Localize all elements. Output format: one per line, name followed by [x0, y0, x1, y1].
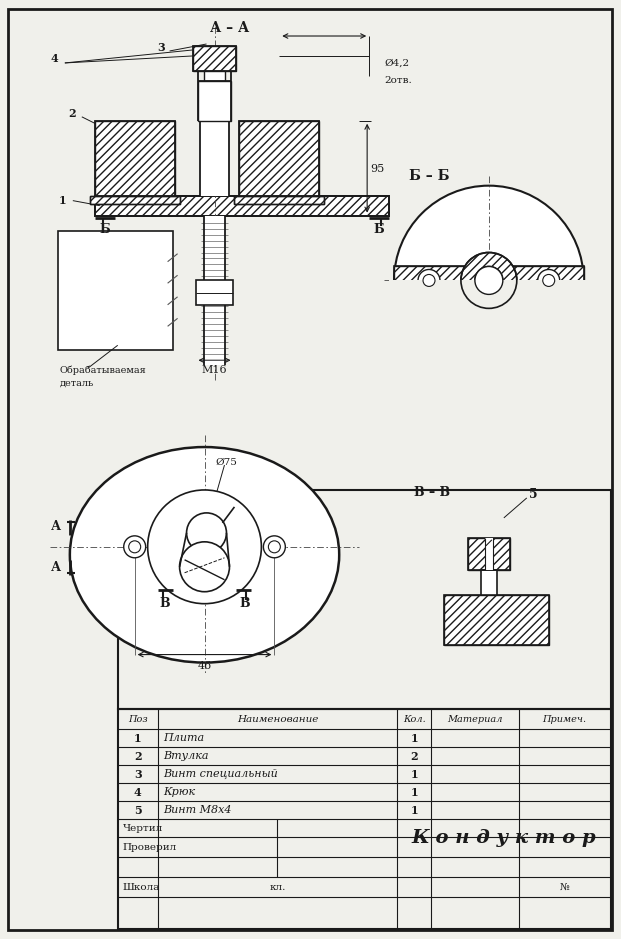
Bar [90, 195, 179, 204]
Bar [118, 710, 610, 929]
Bar [240, 121, 319, 195]
Circle shape [543, 274, 555, 286]
Text: 1: 1 [59, 195, 66, 207]
Bar [481, 570, 497, 594]
Text: 4: 4 [134, 787, 142, 798]
Text: 1: 1 [410, 805, 418, 816]
Circle shape [394, 186, 584, 376]
Circle shape [268, 541, 280, 553]
Text: Крюк: Крюк [163, 787, 196, 797]
Circle shape [263, 536, 285, 558]
Bar [199, 113, 230, 195]
Circle shape [475, 267, 503, 295]
Circle shape [148, 490, 261, 604]
Text: Материал: Материал [447, 715, 502, 724]
Text: Плита: Плита [163, 733, 205, 744]
Text: 46: 46 [197, 660, 212, 670]
Text: кл.: кл. [269, 883, 286, 891]
Text: В – В: В – В [414, 486, 450, 500]
Bar [193, 46, 237, 71]
Bar [468, 538, 510, 570]
Text: А: А [51, 562, 61, 575]
Circle shape [423, 274, 435, 286]
Text: В: В [239, 597, 250, 610]
Bar [95, 121, 175, 195]
Text: Обрабатываемая: Обрабатываемая [60, 365, 147, 375]
Circle shape [186, 513, 227, 553]
Text: Винт М8х4: Винт М8х4 [163, 806, 232, 815]
Text: Винт специальный: Винт специальный [163, 769, 278, 779]
Text: 2: 2 [410, 751, 418, 762]
Text: Б – Б: Б – Б [409, 169, 449, 183]
Text: 3: 3 [134, 769, 142, 779]
Bar [394, 267, 584, 295]
Bar [204, 216, 225, 365]
Wedge shape [461, 253, 517, 308]
Text: Наименование: Наименование [237, 715, 318, 724]
Text: Чертил: Чертил [123, 824, 163, 833]
Text: 1: 1 [134, 732, 142, 744]
Text: Примеч.: Примеч. [543, 715, 587, 724]
Text: Б: Б [374, 223, 384, 236]
Text: А – А: А – А [210, 21, 249, 35]
Bar [240, 121, 319, 195]
Text: Ø75: Ø75 [215, 457, 237, 467]
Text: 2: 2 [134, 751, 142, 762]
Bar [204, 71, 225, 81]
Bar [444, 594, 549, 644]
Bar [235, 195, 324, 204]
Circle shape [129, 541, 141, 553]
Text: Кол.: Кол. [402, 715, 425, 724]
Bar [485, 538, 493, 570]
Circle shape [124, 536, 146, 558]
Bar [95, 195, 389, 216]
Text: Втулка: Втулка [163, 751, 209, 762]
Text: 3: 3 [158, 42, 166, 54]
Bar [235, 195, 324, 204]
Text: М16: М16 [202, 365, 227, 376]
Circle shape [179, 542, 230, 592]
Text: 2: 2 [68, 108, 76, 119]
Text: Б: Б [99, 223, 110, 236]
Text: 95: 95 [370, 163, 384, 174]
Bar [58, 231, 173, 350]
Text: деталь: деталь [60, 378, 94, 388]
Bar [90, 195, 179, 204]
Text: 2отв.: 2отв. [384, 76, 412, 85]
Bar [444, 594, 549, 644]
Circle shape [418, 269, 440, 291]
Circle shape [538, 269, 560, 291]
Bar [193, 46, 237, 71]
Text: Поз: Поз [128, 715, 148, 724]
Text: 1: 1 [410, 787, 418, 798]
Bar [394, 267, 584, 295]
Text: Проверил: Проверил [123, 842, 177, 852]
Bar [196, 281, 233, 305]
Text: 4: 4 [51, 54, 59, 65]
Bar [468, 538, 510, 570]
Bar [95, 195, 389, 216]
Ellipse shape [70, 447, 339, 663]
Bar [118, 490, 610, 710]
Bar [95, 121, 175, 195]
Text: №: № [560, 883, 569, 891]
Text: 5: 5 [530, 488, 538, 501]
Text: 1: 1 [410, 732, 418, 744]
Text: 5: 5 [134, 805, 142, 816]
Text: Ø4,2: Ø4,2 [384, 58, 409, 68]
Bar [389, 281, 599, 380]
Text: А: А [51, 520, 61, 533]
Text: 1: 1 [410, 769, 418, 779]
Bar [197, 81, 232, 121]
Text: К о н д у к т о р: К о н д у к т о р [412, 829, 596, 847]
Text: В: В [160, 597, 170, 610]
Text: Школа: Школа [123, 883, 160, 891]
